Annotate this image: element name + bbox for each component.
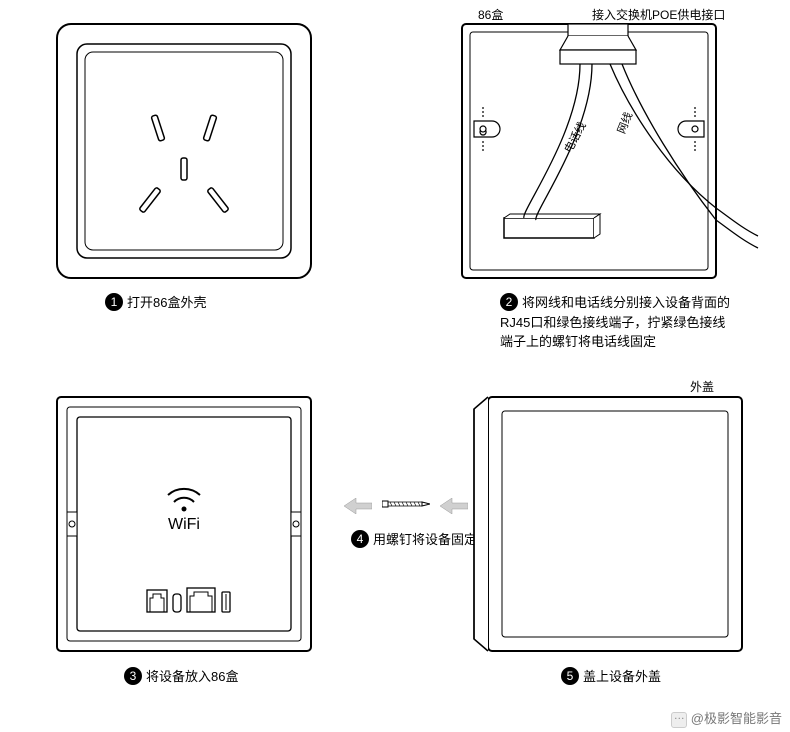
watermark: @极影智能影音: [671, 708, 782, 728]
back-box-diagram: [460, 22, 760, 280]
label-outer-cover: 外盖: [690, 378, 714, 395]
watermark-icon: [671, 712, 687, 728]
panel-step-1: [55, 22, 313, 280]
panel-step-3: WiFi: [55, 395, 313, 653]
step-text-3: 将设备放入86盒: [146, 669, 238, 684]
caption-step-1: 1 打开86盒外壳: [105, 293, 206, 313]
step-text-2: 将网线和电话线分别接入设备背面的RJ45口和绿色接线端子，拧紧绿色接线端子上的螺…: [500, 295, 730, 349]
step-number-4: 4: [351, 530, 369, 548]
step-number-3: 3: [124, 667, 142, 685]
wifi-ap-diagram: WiFi: [55, 395, 313, 653]
step-text-4: 用螺钉将设备固定: [373, 532, 477, 547]
panel-step-5: [472, 395, 744, 653]
outer-cover-diagram: [472, 395, 744, 653]
caption-step-2: 2将网线和电话线分别接入设备背面的RJ45口和绿色接线端子，拧紧绿色接线端子上的…: [500, 293, 730, 352]
arrow-left-icon: [344, 498, 372, 514]
step-number-1: 1: [105, 293, 123, 311]
caption-step-3: 3 将设备放入86盒: [124, 667, 238, 687]
step-number-2: 2: [500, 293, 518, 311]
caption-step-5: 5 盖上设备外盖: [561, 667, 661, 687]
caption-step-4: 4 用螺钉将设备固定: [351, 530, 477, 550]
wifi-text: WiFi: [168, 516, 200, 533]
step-text-5: 盖上设备外盖: [583, 669, 661, 684]
socket-front-diagram: [55, 22, 313, 280]
label-poe-port: 接入交换机POE供电接口: [592, 6, 725, 23]
screw-icon: [382, 498, 430, 510]
arrow-right-icon: [440, 498, 468, 514]
step-number-5: 5: [561, 667, 579, 685]
watermark-text: @极影智能影音: [691, 711, 782, 726]
label-86-box: 86盒: [478, 6, 503, 23]
panel-step-2: [460, 22, 760, 280]
step-text-1: 打开86盒外壳: [127, 295, 206, 310]
